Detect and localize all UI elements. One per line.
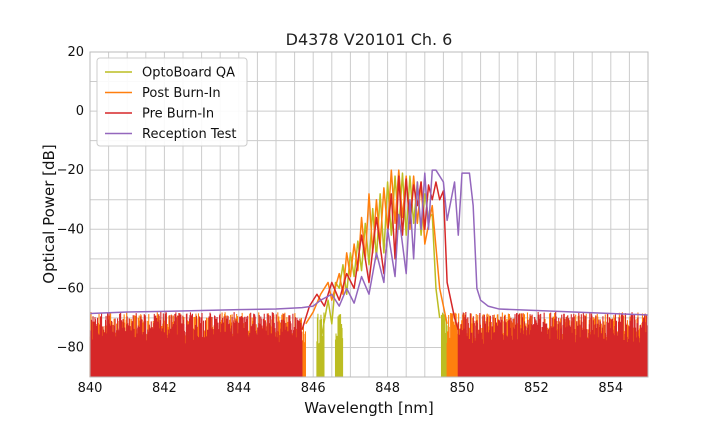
plot-frame	[89, 51, 649, 378]
legend-box	[96, 57, 248, 147]
series-line-2	[301, 175, 459, 330]
noise-floor-2	[457, 312, 649, 377]
y-tick-label: −20	[57, 163, 84, 178]
legend: OptoBoard QA Post Burn-In Pre Burn-In Recep…	[96, 57, 248, 147]
series-line-1	[305, 169, 448, 325]
y-tick-label: −80	[57, 340, 84, 355]
legend-label: Pre Burn-In	[142, 107, 214, 122]
x-tick-label: 844	[226, 381, 251, 396]
x-tick-label: 852	[524, 381, 549, 396]
noise-floor-0	[316, 312, 325, 377]
x-tick-label: 850	[450, 381, 475, 396]
x-tick-label: 840	[78, 381, 103, 396]
noise-floor-0	[440, 312, 448, 377]
y-tick-label: −60	[57, 281, 84, 296]
series-layer	[89, 169, 649, 342]
y-tick-label: −40	[57, 222, 84, 237]
legend-label: Reception Test	[142, 127, 236, 142]
legend-label: OptoBoard QA	[142, 66, 235, 81]
legend-label: Post Burn-In	[142, 86, 221, 101]
chart-title: D4378 V20101 Ch. 6	[286, 30, 453, 49]
x-tick-label: 848	[375, 381, 400, 396]
x-tick-label: 854	[598, 381, 623, 396]
noise-floor-0	[334, 314, 344, 377]
noise-floor-layer	[89, 312, 649, 377]
series-line-3	[89, 169, 649, 316]
x-axis-label: Wavelength [nm]	[304, 399, 434, 417]
y-axis-label: Optical Power [dB]	[40, 144, 58, 283]
y-tick-label: 0	[76, 104, 84, 119]
x-tick-label: 846	[301, 381, 326, 396]
tick-labels: 840 842 844 846 848 850 852 854 −80 −60 −40 −20 0 20	[57, 45, 624, 396]
noise-floor-2	[89, 312, 303, 377]
x-tick-label: 842	[152, 381, 177, 396]
y-tick-label: 20	[67, 45, 84, 60]
